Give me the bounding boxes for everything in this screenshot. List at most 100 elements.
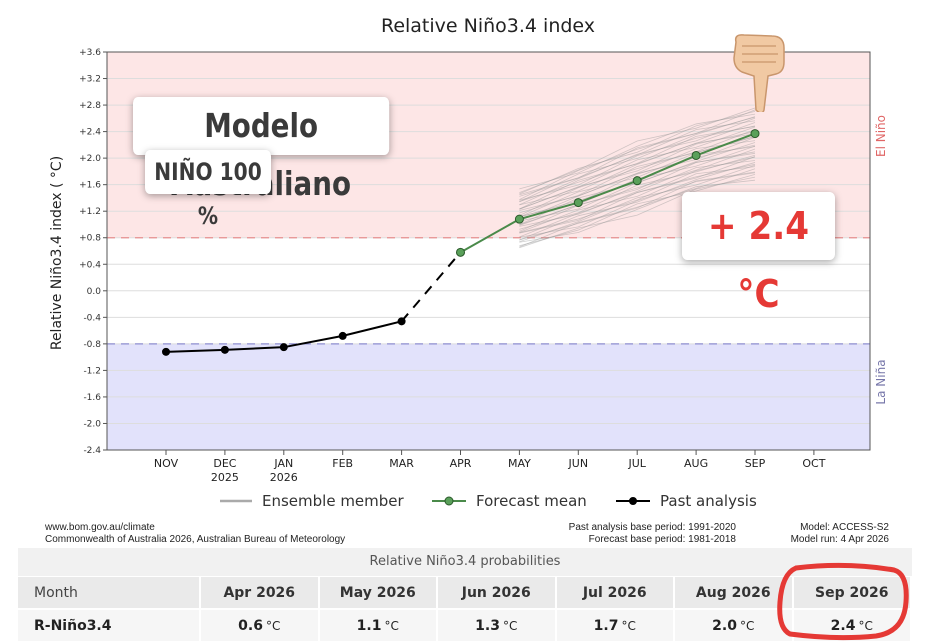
forecast-mean-point <box>750 129 760 139</box>
transition-dashed-line <box>400 251 462 322</box>
plot-area: -2.4 -2.0 -1.6 -1.2 -0.8 -0.4 0.0 +0.4 +0.8 +1.2 +… <box>79 48 871 484</box>
footer-model-name: Model: ACCESS-S2 <box>800 522 889 533</box>
x-tick-label: NOV <box>154 457 179 470</box>
ensemble-member-line <box>519 151 756 225</box>
ensemble-member-line <box>519 179 756 243</box>
x-tick-year-label: 2026 <box>270 471 298 484</box>
ensemble-member-line <box>519 156 756 238</box>
x-tick-label: APR <box>450 457 472 470</box>
x-tick-label: JAN <box>273 457 293 470</box>
legend-ensemble-label: Ensemble member <box>262 492 405 510</box>
value-number: 1.3 <box>475 617 500 634</box>
ensemble-member-line <box>519 116 756 203</box>
y-tick-label: +3.6 <box>79 48 101 58</box>
x-tick-label: AUG <box>684 457 708 470</box>
x-tick-label: DEC <box>213 457 236 470</box>
legend-past-label: Past analysis <box>660 492 757 510</box>
ensemble-member-line <box>519 109 756 200</box>
value-number: 2.0 <box>712 617 737 634</box>
legend-forecast-marker <box>444 496 454 506</box>
ensemble-member-line <box>519 162 756 241</box>
value-cell: 1.3 °C <box>437 608 557 641</box>
value-number: 1.1 <box>356 617 382 634</box>
past-analysis-point <box>220 345 229 354</box>
table-row: R-Niño3.4 0.6 °C 1.1 °C 1.3 °C 1.7 °C 2.0 °C … <box>18 608 912 641</box>
x-tick-label: OCT <box>802 457 825 470</box>
ensemble-member-line <box>519 126 756 210</box>
forecast-mean-point <box>573 198 583 208</box>
ensemble-member-line <box>519 140 756 211</box>
value-unit: °C <box>384 618 399 633</box>
y-tick-label: -1.6 <box>83 393 101 403</box>
footer-source: www.bom.gov.au/climate Commonwealth of A… <box>45 522 345 546</box>
ensemble-member-line <box>519 171 756 241</box>
ensemble-member-line <box>519 164 756 243</box>
y-tick-label: +2.0 <box>79 154 101 164</box>
value-unit: °C <box>739 618 755 633</box>
ensemble-member-line <box>519 129 756 216</box>
y-axis-label: Relative Niño3.4 index ( °C) <box>49 156 65 350</box>
callout-nino-percent: NIÑO 100 % <box>145 150 271 230</box>
past-analysis-point <box>338 331 347 340</box>
value-unit: °C <box>502 618 518 633</box>
forecast-mean-point <box>514 214 524 224</box>
header-month: Month <box>18 577 201 609</box>
ensemble-member-line <box>519 156 756 233</box>
plot-frame <box>106 51 871 451</box>
forecast-mean-point <box>632 176 642 186</box>
y-tick-label: 0.0 <box>87 287 102 297</box>
probabilities-title: Relative Niño3.4 probabilities <box>18 548 912 576</box>
forecast-mean-line <box>460 132 756 254</box>
x-tick-label: MAR <box>389 457 414 470</box>
callout-model-title: Modelo Australiano <box>133 97 390 203</box>
pointing-hand-icon <box>733 34 785 112</box>
x-tick-year-label: 2025 <box>211 471 239 484</box>
ensemble-member-line <box>519 136 756 222</box>
y-tick-label: +2.8 <box>79 101 101 111</box>
ensemble-member-line <box>519 110 756 195</box>
ensemble-member-line <box>519 126 756 203</box>
y-tick-label: +3.2 <box>79 75 101 85</box>
legend-forecast-label: Forecast mean <box>476 492 587 510</box>
y-tick-label: -0.4 <box>83 313 101 323</box>
value-cell: 1.7 °C <box>555 608 675 641</box>
ensemble-member-line <box>519 133 756 206</box>
forecast-mean-point <box>456 247 465 257</box>
y-tick-label: -1.2 <box>83 366 101 376</box>
y-tick-label: -2.4 <box>83 446 101 456</box>
ensemble-member-line <box>519 131 756 210</box>
value-cell: 2.0 °C <box>674 608 794 641</box>
value-unit: °C <box>858 618 873 633</box>
callout-forecast-value: + 2.4 °C <box>682 192 835 316</box>
ensemble-member-line <box>519 176 756 249</box>
header-month-cell: Aug 2026 <box>674 577 794 609</box>
ensemble-member-line <box>519 148 756 232</box>
ensemble-member-line <box>519 117 756 206</box>
y-tick-label: +0.8 <box>79 234 101 244</box>
legend: Ensemble member Forecast mean Past analy… <box>220 492 757 510</box>
header-month-cell: May 2026 <box>318 577 438 609</box>
footer-copyright: Commonwealth of Australia 2026, Australi… <box>45 534 346 545</box>
header-month-cell: Jun 2026 <box>437 577 557 609</box>
highlight-circle <box>777 562 909 641</box>
row-label: R-Niño3.4 <box>18 608 201 641</box>
x-tick-label: JUN <box>568 457 589 470</box>
la-nina-label: La Niña <box>874 359 888 404</box>
probabilities-table: Month Apr 2026 May 2026 Jun 2026 Jul 202… <box>18 577 912 641</box>
value-cell: 1.1 °C <box>318 608 438 641</box>
value-cell: 0.6 °C <box>200 608 320 641</box>
value-unit: °C <box>265 618 281 633</box>
x-tick-label: JUL <box>627 457 646 470</box>
ensemble-member-line <box>519 122 756 210</box>
y-tick-label: +1.2 <box>79 207 101 217</box>
header-month-cell: Sep 2026 <box>792 577 912 609</box>
ensemble-member-line <box>519 116 756 197</box>
value-number: 2.4 <box>830 617 856 634</box>
ensemble-member-line <box>519 113 756 190</box>
footer-url: www.bom.gov.au/climate <box>45 522 155 533</box>
header-month-cell: Apr 2026 <box>200 577 320 609</box>
footer-past-period: Past analysis base period: 1991-2020 <box>568 522 736 533</box>
x-tick-label: SEP <box>745 457 766 470</box>
chart-title: Relative Niño3.4 index <box>381 15 595 37</box>
ensemble-member-line <box>519 163 756 234</box>
